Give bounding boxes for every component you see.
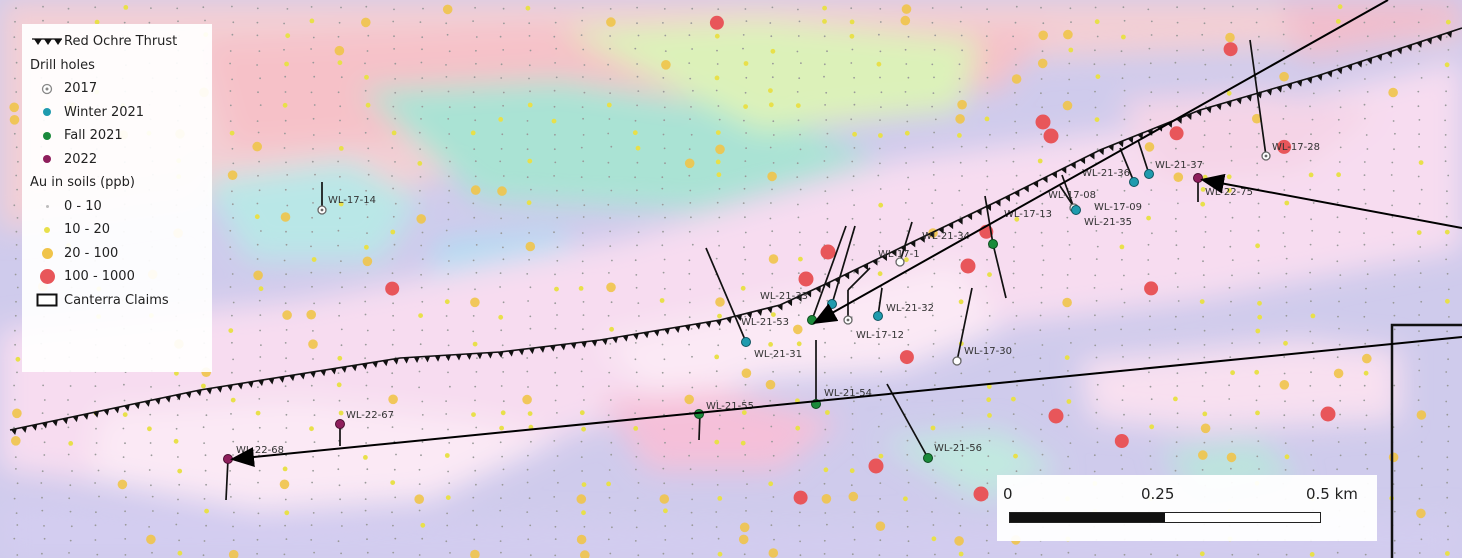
drill-label: WL-17-09: [1094, 202, 1142, 213]
legend-drill-2022: 2022: [30, 148, 204, 172]
scale-label-mid: 0.25: [1141, 485, 1175, 503]
drill-label: WL-22-67: [346, 410, 394, 421]
drill-label: WL-21-53: [741, 317, 789, 328]
dot-icon: [43, 108, 51, 117]
drill-label: WL-17-14: [328, 195, 376, 206]
claims-rectangle-icon: [30, 293, 64, 307]
legend-thrust-label: Red Ochre Thrust: [64, 34, 178, 50]
legend-soil-20-100: 20 - 100: [30, 242, 204, 266]
pointer-arrows: [230, 0, 1462, 467]
drill-label: WL-21-31: [754, 349, 802, 360]
legend-drill-2017: 2017: [30, 77, 204, 101]
soil-dot-icon: [41, 247, 53, 259]
drill-label: WL-21-54: [824, 388, 872, 399]
scale-bar-graphic: [1009, 512, 1321, 523]
drill-label: WL-21-37: [1155, 160, 1203, 171]
legend-drill-label: 2022: [64, 151, 98, 167]
drill-label: WL-21-35: [1084, 217, 1132, 228]
drill-label: WL-17-08: [1048, 190, 1096, 201]
scale-label-end: 0.5 km: [1306, 485, 1358, 503]
legend-soil-label: 10 - 20: [64, 222, 111, 238]
scale-label-0: 0: [1003, 485, 1013, 503]
legend-drill-heading: Drill holes: [30, 57, 95, 73]
legend-soil-label: 20 - 100: [64, 245, 119, 261]
thrust-triangles-icon: [30, 37, 64, 47]
drill-label: WL-17-28: [1272, 142, 1320, 153]
red-ochre-thrust-line: [9, 27, 1462, 436]
drill-label: WL-21-33: [760, 291, 808, 302]
drill-label: WL-21-55: [706, 401, 754, 412]
dot-icon: [43, 155, 51, 164]
drill-label: WL-22-75: [1205, 187, 1253, 198]
soil-dot-icon: [44, 226, 50, 233]
drill-label: WL-17-12: [856, 330, 904, 341]
legend-soil-10-20: 10 - 20: [30, 218, 204, 242]
legend-drill-fall-2021: Fall 2021: [30, 124, 204, 148]
scale-bar: 0 0.25 0.5 km: [997, 475, 1377, 541]
soil-dot-icon: [39, 269, 55, 285]
legend-thrust: Red Ochre Thrust: [30, 30, 204, 54]
legend-soil-label: 0 - 10: [64, 198, 102, 214]
soil-dot-icon: [45, 204, 49, 208]
circle-dot-icon: [30, 83, 64, 95]
legend-soil-0-10: 0 - 10: [30, 195, 204, 219]
drill-label: WL-17-1: [878, 249, 920, 260]
legend-soil-label: 100 - 1000: [64, 269, 135, 285]
legend-drill-label: 2017: [64, 81, 98, 97]
drill-label: WL-22-68: [236, 445, 284, 456]
legend-claims-label: Canterra Claims: [64, 292, 169, 308]
legend-soil-heading: Au in soils (ppb): [30, 175, 136, 191]
legend-soil-100-1000: 100 - 1000: [30, 265, 204, 289]
drill-label: WL-21-32: [886, 303, 934, 314]
drill-label: WL-21-34: [922, 231, 970, 242]
drill-label: WL-21-36: [1082, 168, 1130, 179]
drill-hole-labels: WL-17-14 WL-17-28 WL-21-37 WL-22-75 WL-2…: [236, 142, 1320, 456]
drill-traces: [225, 39, 1267, 501]
dot-icon: [43, 131, 51, 140]
drill-label: WL-17-30: [964, 346, 1012, 357]
legend-claims: Canterra Claims: [30, 289, 204, 313]
canterra-claims-boundary: [1390, 323, 1462, 558]
legend-drill-label: Fall 2021: [64, 128, 123, 144]
drill-label: WL-21-56: [934, 443, 982, 454]
legend-drill-label: Winter 2021: [64, 104, 145, 120]
map-legend: Red Ochre Thrust Drill holes 2017 Winter…: [22, 24, 212, 372]
drill-label: WL-17-13: [1004, 209, 1052, 220]
legend-drill-winter-2021: Winter 2021: [30, 101, 204, 125]
